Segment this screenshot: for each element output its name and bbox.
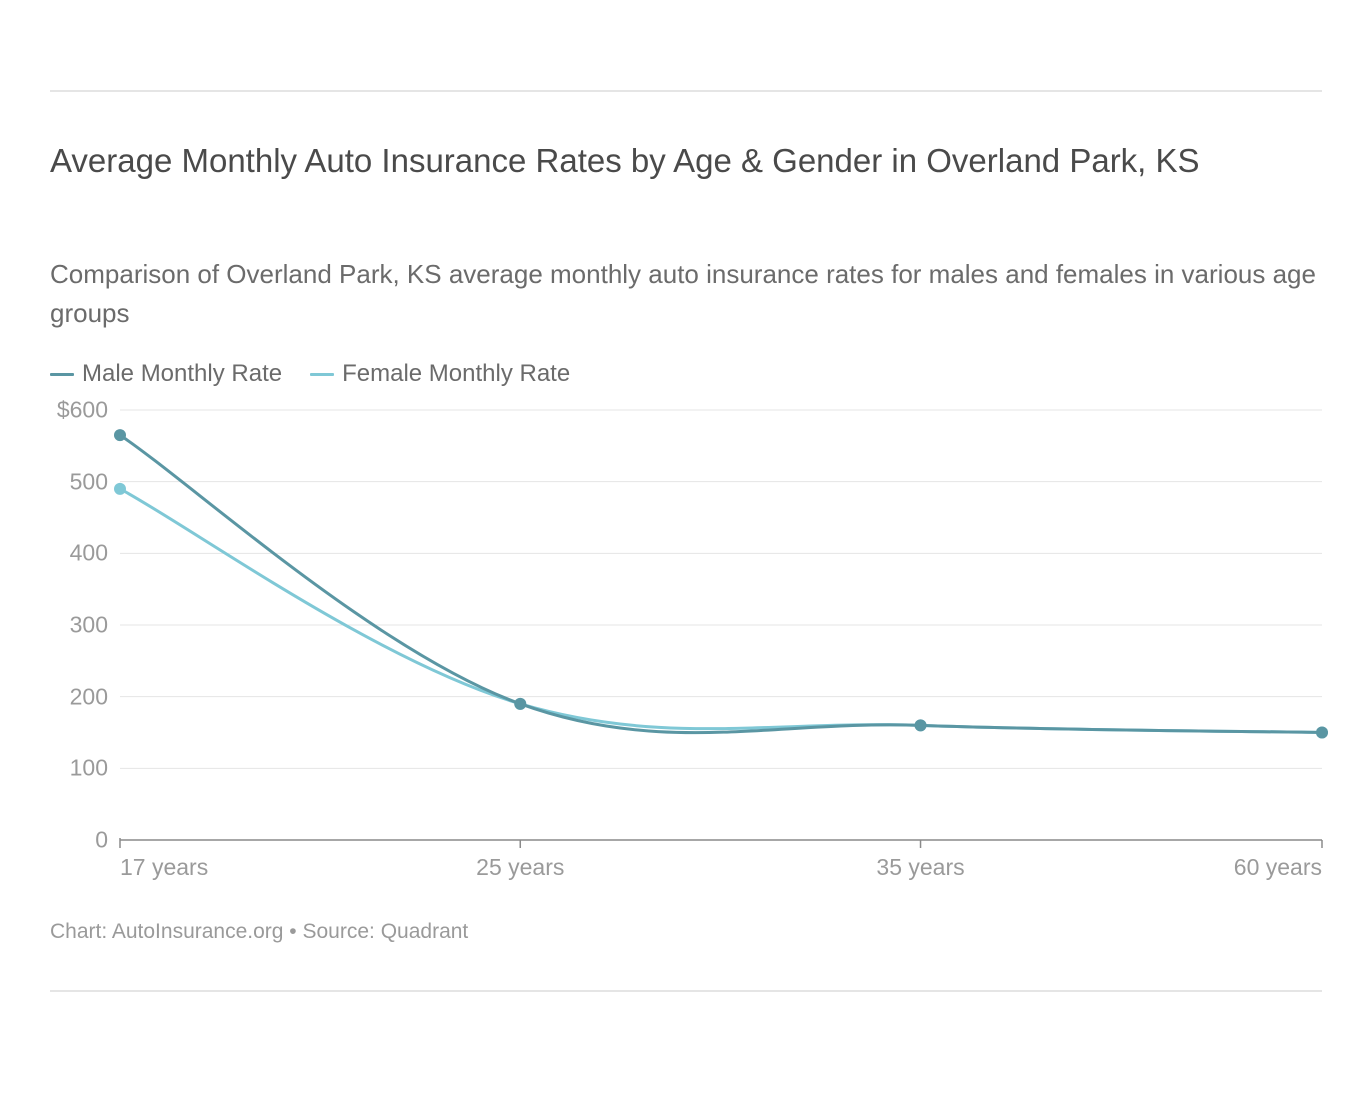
top-divider [50,90,1322,92]
line-chart: 0 100 200 300 400 500 $600 17 years 25 years 35 y… [0,400,1372,890]
series-line [120,489,1322,733]
chart-subtitle: Comparison of Overland Park, KS average … [50,255,1322,333]
y-axis-tick-label: 500 [0,468,108,495]
legend-swatch [310,373,334,376]
bottom-divider [50,990,1322,992]
legend-item: Male Monthly Rate [50,360,282,388]
legend-label: Male Monthly Rate [82,360,282,388]
series-marker [114,429,126,441]
legend-swatch [50,373,74,376]
y-axis-tick-label: 200 [0,683,108,710]
chart-legend: Male Monthly Rate Female Monthly Rate [50,360,570,388]
legend-label: Female Monthly Rate [342,360,570,388]
x-axis-tick-label: 35 years [876,854,964,881]
y-axis-tick-label: 0 [0,827,108,854]
x-axis-tick-label: 17 years [120,854,208,881]
series-line [120,435,1322,733]
series-marker [514,698,526,710]
x-axis-tick-label: 60 years [1234,854,1322,881]
y-axis-tick-label: 100 [0,755,108,782]
series-marker [1316,727,1328,739]
chart-title: Average Monthly Auto Insurance Rates by … [50,140,1322,183]
y-axis-tick-label: 400 [0,540,108,567]
y-axis-tick-label: $600 [0,397,108,424]
legend-item: Female Monthly Rate [310,360,570,388]
y-axis-tick-label: 300 [0,612,108,639]
series-marker [915,719,927,731]
chart-credits: Chart: AutoInsurance.org • Source: Quadr… [50,920,468,944]
x-axis-tick-label: 25 years [476,854,564,881]
series-marker [114,483,126,495]
chart-svg [0,400,1372,860]
